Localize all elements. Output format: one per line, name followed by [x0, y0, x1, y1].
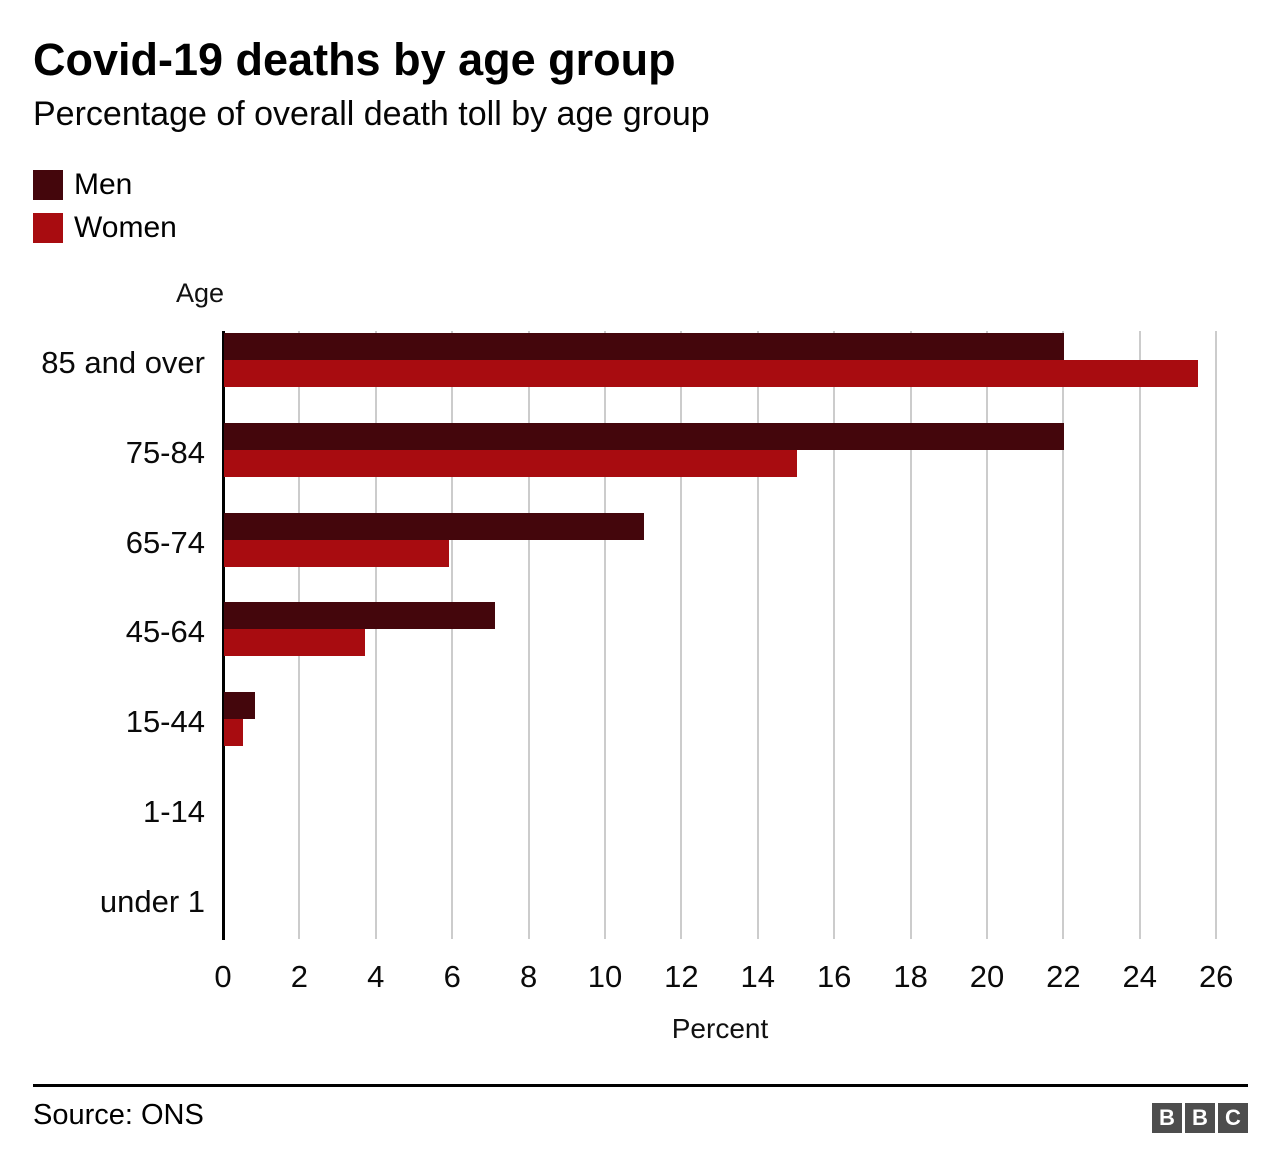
chart-title: Covid-19 deaths by age group [33, 34, 676, 85]
category-label-75-84: 75-84 [125, 434, 205, 470]
x-axis-title: Percent [671, 1013, 769, 1044]
legend-item-women: Women [33, 213, 177, 243]
gridline-14 [756, 331, 759, 939]
x-tick-label-10: 10 [587, 959, 623, 994]
category-label-65-74: 65-74 [125, 524, 205, 560]
bar-women-15-44 [224, 719, 244, 747]
gridline-18 [909, 331, 912, 939]
legend-swatch-men [33, 170, 63, 200]
category-label-85-and-over: 85 and over [41, 345, 205, 380]
x-tick-label-24: 24 [1122, 959, 1158, 994]
gridline-10 [604, 331, 606, 939]
category-label-15-44: 15-44 [125, 704, 205, 740]
gridline-8 [527, 331, 530, 939]
x-tick-label-0: 0 [214, 959, 232, 994]
category-label-1-14: 1-14 [142, 794, 205, 829]
bar-women-85-and-over [224, 360, 1199, 387]
bbc-logo-letter-2: C [1218, 1103, 1248, 1133]
x-tick-label-22: 22 [1046, 959, 1081, 994]
legend: Men Women [33, 170, 177, 256]
gridline-24 [1138, 331, 1141, 939]
legend-item-men: Men [33, 170, 177, 200]
x-tick-label-4: 4 [367, 959, 385, 994]
gridline-6 [451, 331, 454, 939]
y-axis-line [221, 331, 225, 940]
x-tick-label-16: 16 [816, 959, 852, 994]
y-axis-title: Age [176, 278, 225, 308]
gridline-12 [680, 331, 683, 939]
bar-men-15-44 [224, 692, 255, 720]
bar-women-45-64 [224, 629, 366, 657]
gridline-4 [374, 331, 377, 939]
bar-men-65-74 [224, 512, 645, 540]
x-tick-label-18: 18 [893, 959, 928, 994]
source-label: Source: ONS [33, 1099, 204, 1131]
bar-men-85-and-over [224, 333, 1065, 360]
gridline-22 [1062, 331, 1065, 939]
bbc-logo-letter-1: B [1185, 1103, 1215, 1133]
legend-label: Women [74, 211, 177, 244]
x-tick-label-20: 20 [969, 959, 1005, 994]
bbc-logo-letter-0: B [1152, 1103, 1182, 1133]
chart-subtitle: Percentage of overall death toll by age … [33, 95, 710, 133]
x-tick-label-14: 14 [740, 959, 776, 994]
category-label-45-64: 45-64 [125, 614, 205, 650]
legend-label: Men [74, 168, 133, 201]
x-tick-label-12: 12 [664, 959, 699, 994]
bar-women-65-74 [224, 539, 450, 567]
gridline-20 [986, 331, 988, 939]
category-label-under-1: under 1 [99, 883, 205, 919]
gridline-16 [833, 331, 836, 939]
footer-divider [33, 1084, 1248, 1087]
gridline-26 [1215, 331, 1218, 939]
bar-men-45-64 [224, 602, 496, 630]
bar-women-75-84 [224, 449, 797, 477]
x-tick-label-2: 2 [290, 959, 309, 994]
bar-men-75-84 [224, 422, 1065, 450]
x-tick-label-8: 8 [519, 959, 538, 994]
x-tick-label-6: 6 [443, 959, 461, 994]
x-tick-label-26: 26 [1198, 959, 1234, 994]
legend-swatch-women [33, 213, 63, 243]
